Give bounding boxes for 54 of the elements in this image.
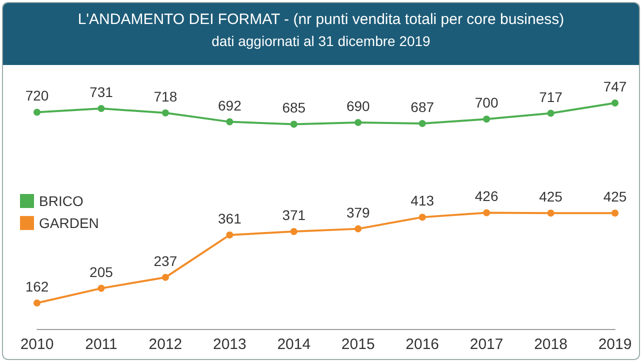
data-label: 720 [25, 88, 49, 104]
point [418, 214, 426, 221]
point [290, 120, 298, 128]
legend-label: BRICO [39, 193, 84, 209]
data-label: 692 [218, 97, 242, 114]
legend-label: GARDEN [39, 215, 99, 231]
point [354, 225, 362, 232]
data-label: 425 [539, 188, 563, 205]
x-tick-label: 2011 [85, 336, 118, 353]
point [547, 210, 554, 217]
x-tick-label: 2014 [277, 336, 311, 353]
x-tick-label: 2013 [212, 336, 246, 353]
point [418, 120, 426, 128]
point [354, 118, 362, 126]
data-label: 747 [603, 78, 627, 94]
data-label: 685 [282, 100, 306, 116]
point [483, 116, 490, 123]
point [226, 231, 234, 238]
data-label: 425 [603, 188, 627, 205]
data-label: 717 [539, 88, 563, 105]
point [483, 209, 490, 216]
x-tick-label: 2012 [148, 336, 182, 353]
point [290, 228, 298, 236]
x-tick-label: 2016 [406, 336, 440, 353]
data-label: 700 [474, 94, 498, 111]
data-label: 379 [346, 204, 370, 220]
point [34, 300, 40, 306]
x-tick-label: 2019 [598, 336, 632, 353]
point [547, 110, 554, 117]
chart-subtitle: dati aggiornati al 31 dicembre 2019 [210, 32, 432, 49]
point [612, 210, 618, 217]
point [34, 108, 40, 116]
data-label: 426 [474, 188, 498, 204]
data-label: 237 [154, 252, 178, 269]
data-label: 371 [282, 207, 306, 224]
data-label: 690 [346, 98, 370, 114]
data-label: 413 [410, 192, 434, 209]
x-tick-label: 2015 [341, 336, 375, 353]
point [226, 118, 234, 126]
data-label: 687 [410, 99, 434, 116]
data-label: 361 [218, 210, 242, 226]
data-label: 205 [90, 264, 114, 280]
x-tick-label: 2018 [534, 336, 568, 353]
point [98, 104, 105, 112]
chart-title: L'ANDAMENTO DEI FORMAT - (nr punti vendita totali per core business) [76, 10, 566, 28]
x-tick-label: 2017 [470, 336, 504, 353]
data-label: 162 [25, 278, 49, 294]
point [98, 284, 105, 292]
point [612, 100, 618, 106]
point [162, 274, 169, 281]
data-label: 718 [154, 88, 178, 104]
data-label: 731 [90, 84, 114, 100]
x-tick-label: 2010 [20, 336, 54, 353]
point [162, 109, 169, 116]
